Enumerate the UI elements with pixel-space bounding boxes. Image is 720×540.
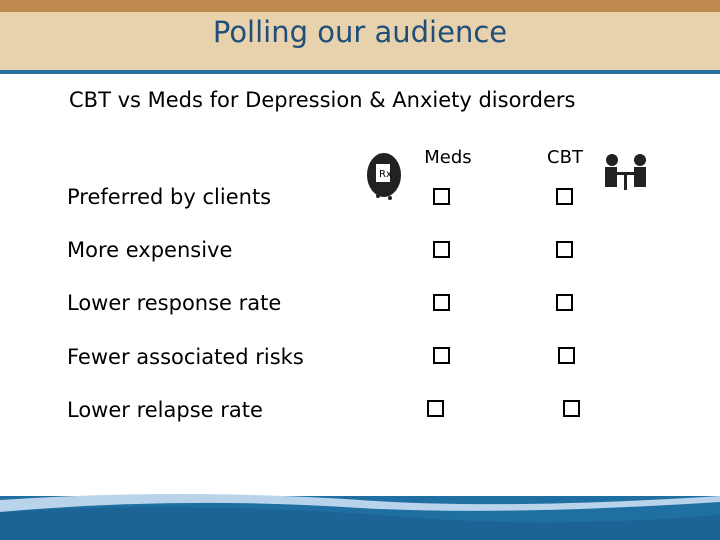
checkbox[interactable] [558, 347, 575, 364]
header-rule [0, 70, 720, 74]
checkbox[interactable] [433, 241, 450, 258]
column-header: Meds [424, 147, 471, 168]
column-header: CBT [547, 147, 584, 168]
header-band [0, 12, 720, 70]
row-label: Preferred by clients [67, 185, 271, 209]
meds-icon: Rx [367, 153, 401, 200]
row-label: Lower relapse rate [67, 398, 263, 422]
checkbox[interactable] [433, 188, 450, 205]
checkbox[interactable] [433, 347, 450, 364]
row-label: Lower response rate [67, 291, 281, 315]
cbt-icon [605, 154, 646, 190]
svg-text:Rx: Rx [379, 169, 392, 180]
row-label: Fewer associated risks [67, 345, 304, 369]
checkbox[interactable] [427, 400, 444, 417]
checkbox[interactable] [556, 241, 573, 258]
checkbox[interactable] [556, 294, 573, 311]
subtitle: CBT vs Meds for Depression & Anxiety dis… [69, 88, 576, 112]
checkbox[interactable] [556, 188, 573, 205]
checkbox[interactable] [433, 294, 450, 311]
footer-wave [0, 494, 720, 540]
top-bar [0, 0, 720, 12]
row-label: More expensive [67, 238, 232, 262]
slide-title: Polling our audience [213, 15, 507, 49]
checkbox[interactable] [563, 400, 580, 417]
